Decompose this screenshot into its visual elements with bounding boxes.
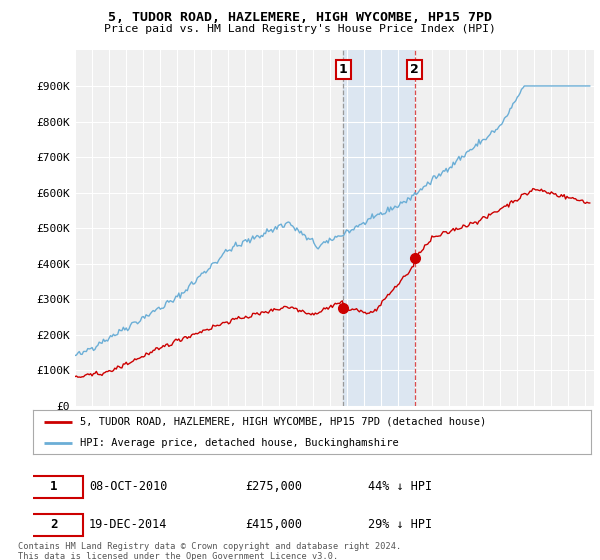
Text: 5, TUDOR ROAD, HAZLEMERE, HIGH WYCOMBE, HP15 7PD: 5, TUDOR ROAD, HAZLEMERE, HIGH WYCOMBE, … bbox=[108, 11, 492, 24]
Text: Price paid vs. HM Land Registry's House Price Index (HPI): Price paid vs. HM Land Registry's House … bbox=[104, 24, 496, 34]
Text: 08-OCT-2010: 08-OCT-2010 bbox=[89, 480, 167, 493]
Text: 2: 2 bbox=[50, 519, 58, 531]
Text: 44% ↓ HPI: 44% ↓ HPI bbox=[368, 480, 432, 493]
Text: HPI: Average price, detached house, Buckinghamshire: HPI: Average price, detached house, Buck… bbox=[80, 438, 399, 447]
Bar bbox=[343, 50, 415, 406]
Text: 29% ↓ HPI: 29% ↓ HPI bbox=[368, 519, 432, 531]
Text: £415,000: £415,000 bbox=[245, 519, 302, 531]
Text: £275,000: £275,000 bbox=[245, 480, 302, 493]
FancyBboxPatch shape bbox=[25, 514, 83, 536]
Text: 5, TUDOR ROAD, HAZLEMERE, HIGH WYCOMBE, HP15 7PD (detached house): 5, TUDOR ROAD, HAZLEMERE, HIGH WYCOMBE, … bbox=[80, 417, 487, 427]
Text: 1: 1 bbox=[50, 480, 58, 493]
FancyBboxPatch shape bbox=[25, 476, 83, 498]
Text: 1: 1 bbox=[339, 63, 348, 76]
Text: Contains HM Land Registry data © Crown copyright and database right 2024.
This d: Contains HM Land Registry data © Crown c… bbox=[18, 542, 401, 560]
Text: 2: 2 bbox=[410, 63, 419, 76]
Text: 19-DEC-2014: 19-DEC-2014 bbox=[89, 519, 167, 531]
